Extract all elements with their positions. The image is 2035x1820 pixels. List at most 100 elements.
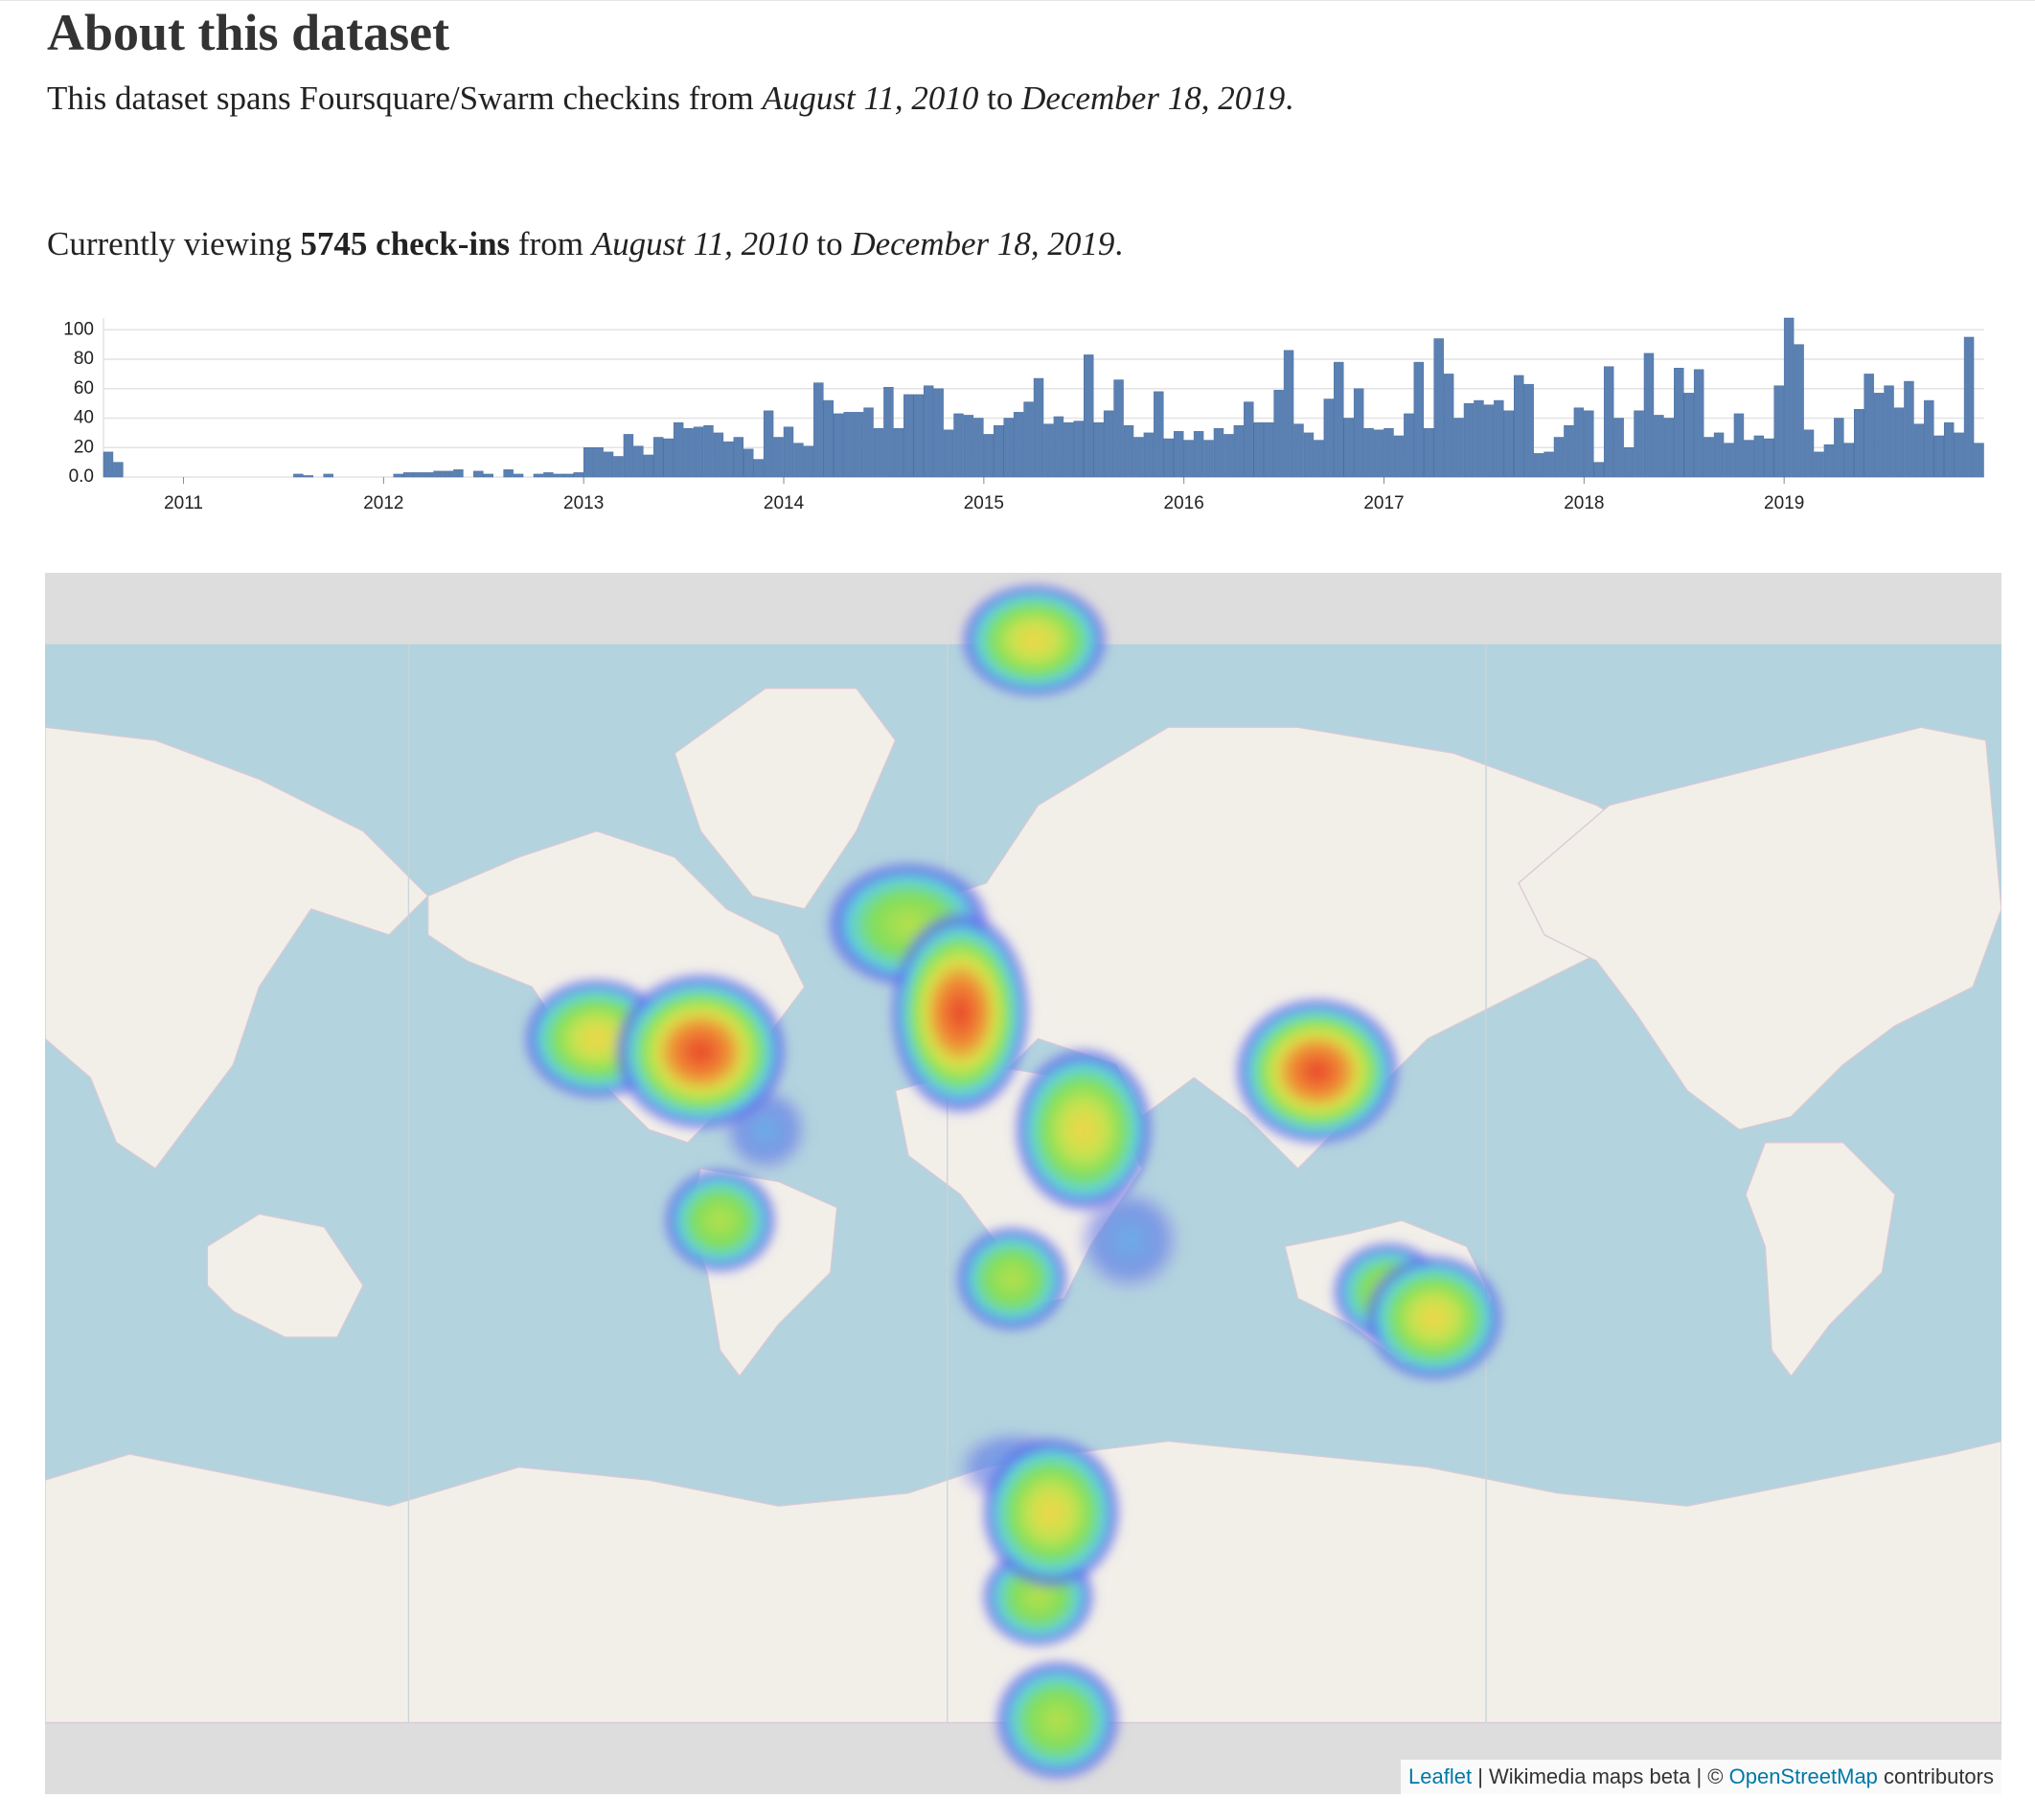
bar [1293,423,1304,478]
bar [1084,354,1094,478]
bar [953,413,964,478]
bar [1253,421,1264,478]
link[interactable]: OpenStreetMap [1728,1764,1878,1788]
bar [783,426,794,478]
text-segment: . [1114,225,1124,262]
bar [543,472,554,478]
bar [303,475,314,478]
bar [1803,429,1815,478]
bar [113,462,124,478]
y-tick-label: 100 [63,319,94,339]
bar [613,456,624,478]
bar [1314,440,1324,478]
bar [1393,435,1405,478]
link[interactable]: Leaflet [1408,1764,1473,1788]
bar [1933,435,1944,478]
x-tick-label: 2012 [363,493,403,513]
bar [423,472,434,478]
bar [503,469,514,478]
bar [673,421,684,478]
x-tick-label: 2018 [1564,493,1604,513]
graticule [407,644,1487,1723]
text-segment: August 11, 2010 [762,80,979,117]
bar [583,447,594,478]
bar [1173,431,1184,478]
bar [573,472,583,478]
text-segment: to [987,80,1014,117]
histogram-chart: 0.0 20 40 60 80 100 2011 2012 2013 2014 2015 2016 20… [63,317,1984,513]
bar [393,473,403,478]
bar [1744,440,1754,478]
bar [1613,418,1624,478]
bar [1163,438,1174,478]
heat-spot [1012,1045,1155,1215]
bar [1353,388,1364,478]
heat-spot [953,1224,1071,1333]
bar [1523,383,1534,478]
bar [1053,416,1064,478]
bar [1073,421,1085,478]
bar [1764,438,1774,478]
bar [1323,398,1335,478]
land-asia-west [45,726,429,1170]
bar [103,451,114,478]
bar [593,447,604,478]
bar [1724,443,1734,478]
bar [1794,344,1804,478]
bar [763,410,774,478]
bar [1283,350,1294,478]
bar [1843,443,1855,478]
bar [813,382,824,478]
bar [713,432,724,478]
bar [1584,410,1594,478]
bar [1483,404,1495,478]
bar [1884,385,1894,478]
bar [1783,317,1795,478]
bar [1854,409,1864,478]
bar [643,454,654,478]
bar [1013,412,1024,478]
bar [1474,399,1484,478]
bar [1654,415,1664,478]
bar [1363,428,1374,478]
bar [1954,432,1964,478]
bar [603,451,614,478]
bar [1683,393,1694,478]
bar [1023,401,1034,478]
heat-spot [888,908,1032,1117]
y-tick-label: 40 [74,408,94,428]
bar [1623,447,1635,478]
heatmap-map[interactable] [45,573,2001,1794]
text-segment: This dataset spans Foursquare/Swarm chec… [47,80,754,117]
x-tick-label: 2014 [764,493,805,513]
text-segment: from [517,225,583,262]
bar [1043,423,1054,478]
bar [983,434,995,478]
bar [973,418,984,478]
bar [703,424,714,478]
heat-spot [1232,995,1402,1147]
viewing-summary: Currently viewing 5745 check-ins from Au… [47,217,1446,271]
bar [913,394,924,478]
bar [933,388,944,478]
bar [1873,393,1885,478]
x-tick-label: 2016 [1164,493,1204,513]
bar [1514,375,1524,478]
bar [1263,421,1274,478]
bar [1773,385,1784,478]
heat-spot [1362,1252,1506,1383]
bar [1663,418,1675,478]
bar [1003,418,1014,478]
bar [863,407,874,478]
bar [1503,410,1514,478]
x-tick-label: 2019 [1764,493,1804,513]
bar [1573,407,1585,478]
bar [963,415,974,478]
bar [1564,424,1574,478]
bar [1733,413,1745,478]
bar [903,394,914,478]
bar [943,429,954,478]
bar [413,472,423,478]
bar [753,459,764,478]
